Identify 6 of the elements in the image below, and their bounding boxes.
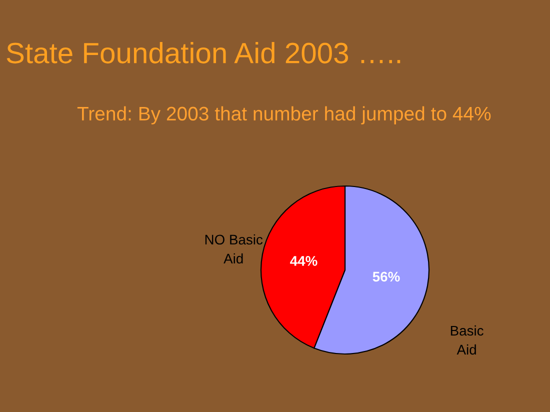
data-label: 44%: [290, 256, 318, 266]
slice-label: NO Basic Aid: [205, 234, 263, 264]
data-label: 56%: [372, 272, 400, 282]
chart-subtitle: Trend: By 2003 that number had jumped to 44%: [77, 106, 491, 124]
chart-title: State Foundation Aid 2003 …..: [6, 42, 400, 64]
slice-label: Basic Aid: [450, 325, 484, 355]
